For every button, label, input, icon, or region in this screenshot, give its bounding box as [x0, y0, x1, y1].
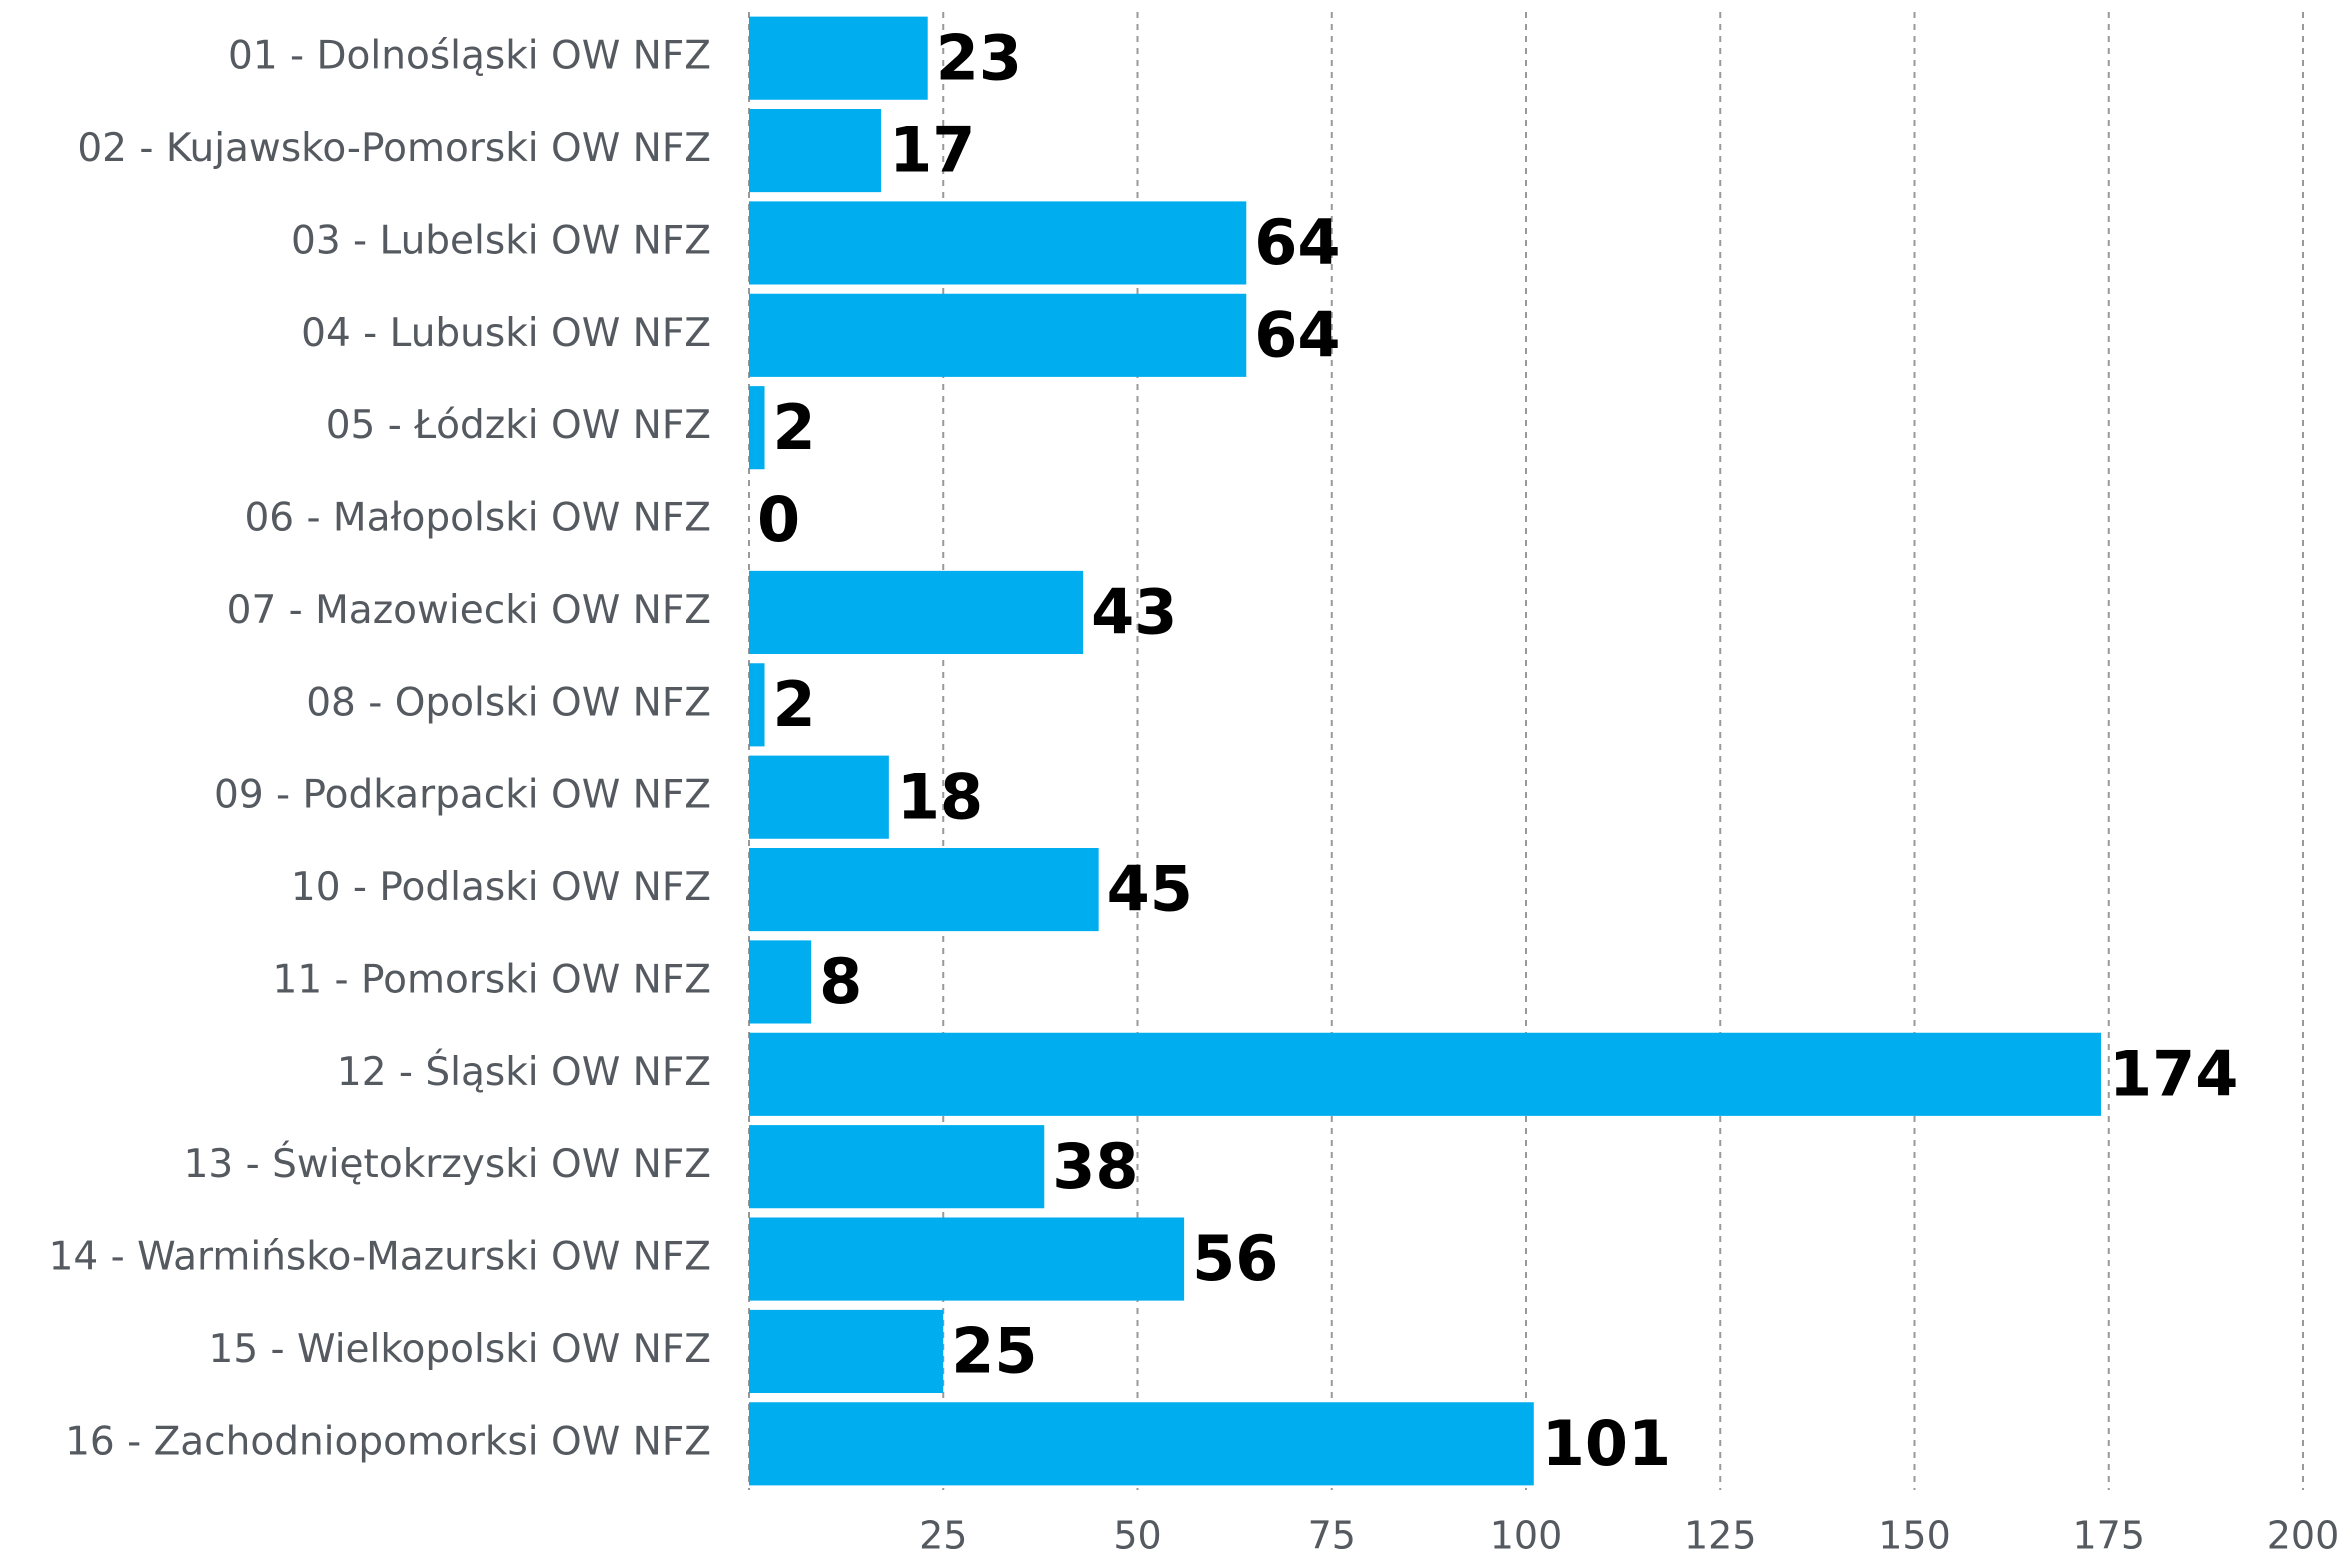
- bar: [749, 570, 1084, 655]
- bar: [749, 1032, 2101, 1116]
- data-label: 38: [1052, 1130, 1138, 1203]
- bar: [749, 16, 928, 100]
- bar: [749, 1217, 1185, 1301]
- data-label: 18: [897, 760, 983, 833]
- data-label: 2: [773, 668, 816, 741]
- y-tick-label: 16 - Zachodniopomorksi OW NFZ: [65, 1419, 711, 1464]
- data-label: 2: [773, 391, 816, 464]
- y-tick-label: 08 - Opolski OW NFZ: [306, 680, 711, 725]
- y-tick-label: 14 - Warmińsko-Mazurski OW NFZ: [49, 1235, 711, 1280]
- y-tick-label: 13 - Świętokrzyski OW NFZ: [184, 1140, 711, 1187]
- bar: [749, 847, 1099, 932]
- x-tick-label: 200: [2267, 1514, 2340, 1557]
- y-tick-label: 06 - Małopolski OW NFZ: [244, 496, 711, 541]
- data-label: 174: [2109, 1037, 2238, 1110]
- data-label: 43: [1091, 576, 1177, 649]
- x-tick-label: 25: [919, 1514, 967, 1557]
- x-tick-label: 50: [1113, 1514, 1161, 1557]
- data-label: 8: [819, 945, 862, 1018]
- y-tick-label: 07 - Mazowiecki OW NFZ: [227, 588, 711, 633]
- data-label: 64: [1254, 206, 1340, 279]
- data-label: 101: [1542, 1407, 1671, 1480]
- y-tick-label: 12 - Śląski OW NFZ: [337, 1048, 711, 1095]
- x-tick-label: 100: [1490, 1514, 1563, 1557]
- y-tick-label: 11 - Pomorski OW NFZ: [273, 957, 711, 1002]
- bar: [749, 663, 765, 747]
- data-label: 0: [757, 483, 800, 556]
- x-tick-label: 125: [1684, 1514, 1757, 1557]
- data-label: 45: [1107, 853, 1193, 926]
- x-tick-label: 175: [2072, 1514, 2145, 1557]
- bar: [749, 386, 765, 470]
- y-tick-label: 09 - Podkarpacki OW NFZ: [214, 773, 711, 818]
- data-label: 17: [889, 114, 975, 187]
- y-tick-label: 02 - Kujawsko-Pomorski OW NFZ: [77, 126, 711, 171]
- x-tick-label: 75: [1308, 1514, 1356, 1557]
- y-tick-label: 04 - Lubuski OW NFZ: [301, 311, 711, 356]
- data-label: 64: [1254, 298, 1340, 371]
- bar: [749, 1309, 944, 1394]
- data-label: 56: [1192, 1222, 1278, 1295]
- y-tick-label: 05 - Łódzki OW NFZ: [326, 403, 711, 448]
- bar: [749, 755, 889, 839]
- y-tick-label: 03 - Lubelski OW NFZ: [291, 218, 711, 263]
- bar: [749, 201, 1247, 285]
- bar: [749, 108, 882, 193]
- x-tick-label: 150: [1878, 1514, 1951, 1557]
- data-label: 25: [951, 1315, 1037, 1388]
- y-tick-label: 15 - Wielkopolski OW NFZ: [209, 1327, 712, 1372]
- bar: [749, 1125, 1045, 1209]
- y-tick-label: 01 - Dolnośląski OW NFZ: [228, 34, 711, 79]
- y-tick-label: 10 - Podlaski OW NFZ: [291, 865, 711, 910]
- bar: [749, 1402, 1534, 1486]
- data-label: 23: [936, 21, 1022, 94]
- bar: [749, 293, 1247, 377]
- bar: [749, 940, 812, 1024]
